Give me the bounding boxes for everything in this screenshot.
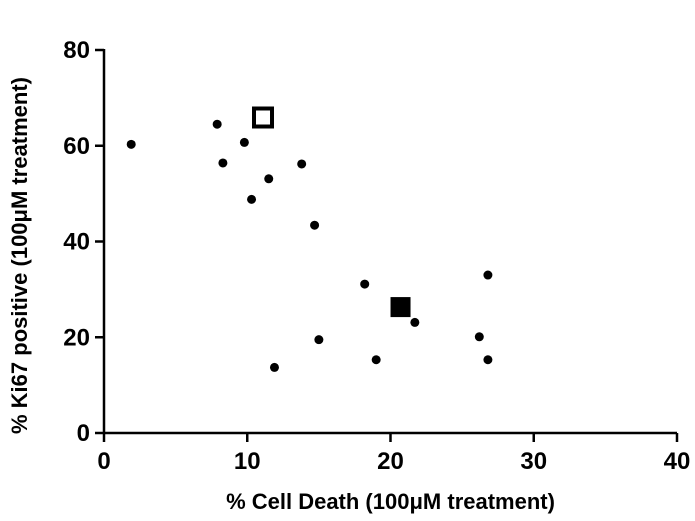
data-point xyxy=(483,355,493,365)
data-point xyxy=(371,355,381,365)
data-point xyxy=(483,270,493,280)
y-axis-title: % Ki67 positive (100μM treatment) xyxy=(7,77,32,434)
data-point xyxy=(360,279,370,289)
y-tick-label: 80 xyxy=(63,37,90,64)
data-point xyxy=(212,119,222,129)
data-points xyxy=(126,106,493,372)
data-point xyxy=(474,332,484,342)
data-point xyxy=(269,362,279,372)
data-point xyxy=(297,159,307,169)
data-point xyxy=(247,194,257,204)
axes xyxy=(102,49,677,435)
x-tick-label: 0 xyxy=(97,448,110,475)
x-axis-title: % Cell Death (100μM treatment) xyxy=(226,489,555,514)
x-tick-label: 30 xyxy=(520,448,547,475)
data-point xyxy=(239,137,249,147)
open-square-point xyxy=(252,106,275,129)
data-point xyxy=(310,220,320,230)
y-tick-label: 20 xyxy=(63,324,90,351)
filled-square-point xyxy=(390,297,411,318)
x-tick-label: 20 xyxy=(377,448,404,475)
x-tick-label: 40 xyxy=(664,448,691,475)
data-point xyxy=(218,158,228,168)
data-point xyxy=(314,335,324,345)
y-tick-label: 40 xyxy=(63,229,90,256)
data-point xyxy=(126,139,136,149)
data-point xyxy=(410,317,420,327)
x-axis-ticks: 0 10 20 30 40 xyxy=(97,433,690,475)
y-tick-label: 0 xyxy=(77,420,90,447)
x-tick-label: 10 xyxy=(234,448,261,475)
y-tick-label: 60 xyxy=(63,133,90,160)
data-point xyxy=(264,174,274,184)
y-axis-ticks: 0 20 40 60 80 xyxy=(63,37,104,447)
